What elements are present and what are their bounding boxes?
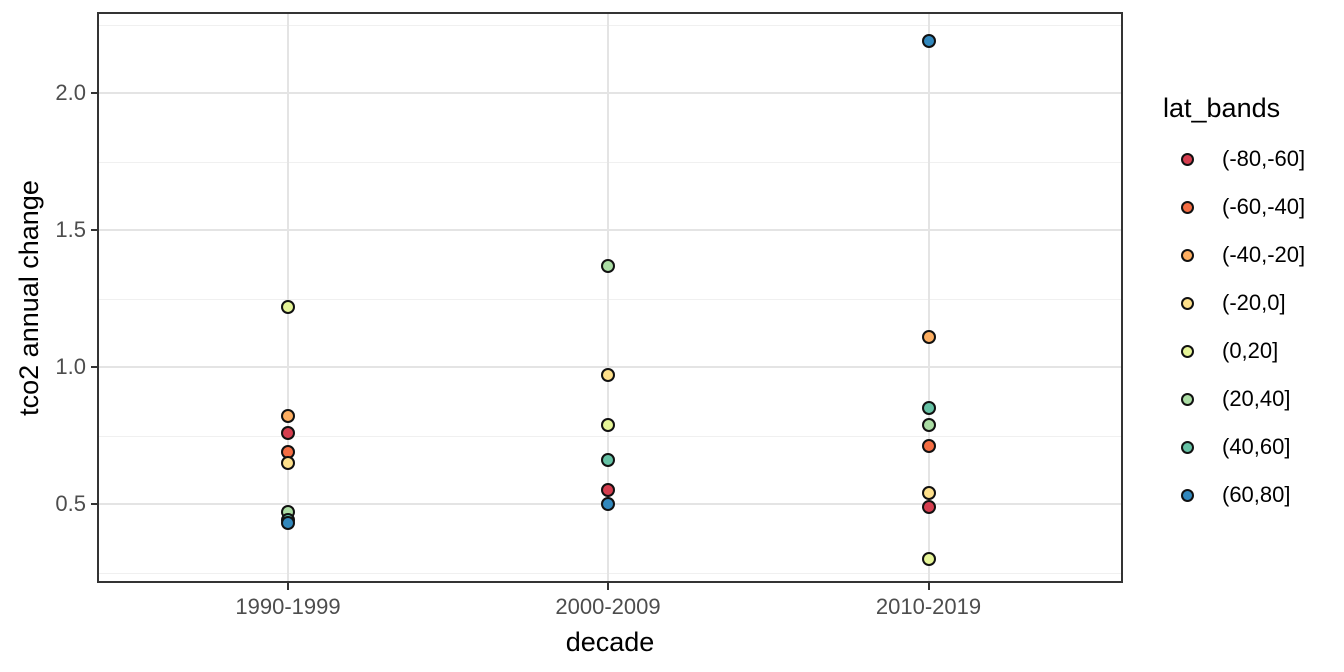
x-axis-tick — [927, 583, 930, 590]
legend-row: (60,80] — [1150, 471, 1344, 519]
data-point — [601, 368, 615, 383]
legend-key-dot — [1181, 392, 1194, 406]
legend-label: (-40,-20] — [1222, 242, 1306, 267]
x-axis-tick — [287, 583, 289, 590]
data-point — [281, 455, 295, 470]
data-point — [281, 516, 295, 531]
legend-key-dot — [1181, 344, 1194, 358]
gridline-minor — [99, 24, 1121, 26]
legend-title: lat_bands — [1163, 93, 1281, 123]
gridline-minor — [99, 298, 1121, 300]
data-point — [921, 486, 936, 501]
gridline-major-vertical — [607, 14, 609, 581]
gridline-major — [99, 229, 1121, 231]
gridline-major — [99, 92, 1121, 94]
gridline-minor — [99, 161, 1121, 163]
data-point — [921, 439, 936, 454]
legend-key-dot — [1181, 200, 1194, 214]
legend-row: (-20,0] — [1150, 279, 1344, 327]
legend-label: (-20,0] — [1222, 290, 1286, 315]
legend-row: (-60,-40] — [1150, 183, 1344, 231]
legend-key-dot — [1181, 488, 1194, 502]
data-point — [601, 497, 615, 511]
data-point — [281, 409, 295, 424]
legend-key-dot — [1181, 152, 1194, 166]
legend-items: (-80,-60] (-60,-40] (-40,-20] (-20,0] (0,20]… — [1150, 135, 1344, 519]
legend-row: (-80,-60] — [1150, 135, 1344, 183]
legend-label: (-60,-40] — [1222, 194, 1306, 219]
x-axis-tick-label: 1990-1999 — [235, 594, 341, 619]
data-point — [281, 299, 295, 314]
y-axis-title: tco2 annual change — [14, 180, 44, 416]
data-point — [601, 453, 615, 468]
data-point — [921, 417, 936, 432]
y-axis-tick-label: 1.5 — [55, 217, 86, 242]
x-axis-tick — [607, 583, 609, 590]
legend-row: (20,40] — [1150, 375, 1344, 423]
data-point — [601, 483, 615, 498]
gridline-major-vertical — [927, 14, 930, 581]
data-point — [921, 401, 936, 416]
gridline-minor — [99, 572, 1121, 574]
x-axis-tick-label: 2010-2019 — [875, 594, 982, 619]
legend-row: (0,20] — [1150, 327, 1344, 375]
data-point — [921, 499, 936, 514]
x-axis-title: decade — [565, 627, 655, 657]
legend-key-dot — [1181, 296, 1194, 310]
y-axis-tick — [91, 92, 98, 94]
gridline-major — [99, 366, 1121, 368]
y-axis-tick — [91, 366, 98, 368]
y-axis-tick-label: 1.0 — [55, 354, 86, 379]
legend-label: (20,40] — [1222, 386, 1291, 411]
legend-key-dot — [1181, 440, 1194, 454]
y-axis-tick — [91, 229, 98, 231]
x-axis-tick-label: 2000-2009 — [555, 594, 661, 619]
data-point — [281, 425, 295, 440]
data-point — [601, 258, 615, 273]
legend-row: (40,60] — [1150, 423, 1344, 471]
gridline-major-vertical — [287, 14, 289, 581]
y-axis-tick-label: 2.0 — [55, 80, 86, 105]
plot-panel — [97, 12, 1123, 583]
legend: lat_bands (-80,-60] (-60,-40] (-40,-20] (-2… — [1150, 92, 1344, 519]
legend-label: (40,60] — [1222, 434, 1291, 459]
legend-label: (60,80] — [1222, 482, 1291, 507]
gridline-minor — [99, 435, 1121, 437]
data-point — [921, 551, 936, 566]
data-point — [921, 329, 936, 344]
legend-label: (-80,-60] — [1222, 146, 1306, 171]
legend-row: (-40,-20] — [1150, 231, 1344, 279]
y-axis-tick — [91, 503, 98, 505]
data-point — [921, 33, 936, 48]
legend-label: (0,20] — [1222, 338, 1279, 363]
data-point — [601, 417, 615, 432]
legend-key-dot — [1181, 248, 1194, 262]
y-axis-tick-label: 0.5 — [55, 491, 86, 516]
